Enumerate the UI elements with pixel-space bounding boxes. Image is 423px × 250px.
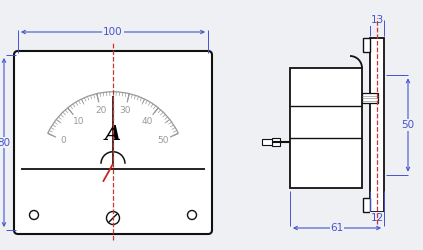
Text: 0: 0 — [60, 136, 66, 145]
Text: 100: 100 — [103, 27, 123, 37]
Text: 20: 20 — [95, 106, 106, 115]
FancyBboxPatch shape — [14, 51, 212, 234]
Bar — [370, 38, 384, 212]
Bar — [262, 140, 272, 145]
Text: 13: 13 — [371, 15, 384, 25]
Bar — [272, 138, 280, 146]
Bar — [363, 198, 370, 212]
Bar — [363, 38, 370, 52]
Text: 61: 61 — [330, 223, 343, 233]
Bar — [362, 93, 378, 103]
Text: 50: 50 — [401, 120, 415, 130]
Text: 12: 12 — [371, 213, 384, 223]
Text: A: A — [105, 124, 121, 144]
Text: 80: 80 — [0, 138, 11, 147]
Text: 30: 30 — [120, 106, 131, 115]
Text: 10: 10 — [73, 116, 84, 126]
Text: 50: 50 — [157, 136, 169, 145]
Bar — [290, 68, 362, 188]
Text: 40: 40 — [142, 116, 153, 126]
